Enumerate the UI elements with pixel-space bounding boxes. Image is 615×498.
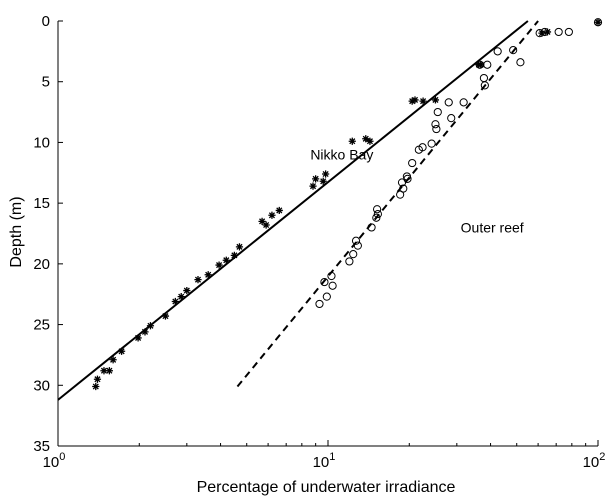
nikko-bay-point (177, 293, 185, 301)
nikko-bay-point (268, 211, 276, 219)
nikko-bay-point (93, 375, 102, 383)
y-tick-label: 10 (33, 134, 50, 151)
y-tick-label: 35 (33, 438, 50, 455)
outer-reef-point (535, 29, 544, 38)
outer-reef-point (483, 60, 492, 69)
outer-reef-point (447, 114, 456, 123)
nikko-bay-point (146, 322, 155, 330)
x-tick-label: 102 (583, 451, 606, 471)
outer-reef-point (459, 98, 468, 107)
outer-reef-point (493, 47, 502, 56)
nikko-bay-fit-line (57, 20, 529, 401)
outer-reef-point (328, 281, 337, 290)
outer-reef-point (509, 46, 518, 55)
nikko-bay-point (319, 177, 327, 185)
nikko-bay-point (134, 334, 142, 342)
outer-reef-point (444, 98, 453, 107)
nikko-bay-point (322, 170, 330, 178)
outer-reef-point (593, 18, 603, 27)
outer-reef-point (351, 236, 361, 245)
nikko-bay-point (141, 328, 149, 336)
outer-reef-point (349, 250, 358, 259)
outer-reef-point (372, 205, 382, 214)
nikko-bay-point (194, 276, 202, 284)
annotation-nikko-bay: Nikko Bay (310, 147, 373, 163)
nikko-bay-point (419, 97, 427, 105)
y-tick-label: 15 (33, 195, 50, 212)
outer-reef-point (397, 178, 407, 187)
outer-reef-point (418, 143, 427, 152)
nikko-bay-point (171, 297, 179, 306)
y-tick-label: 25 (33, 317, 50, 334)
nikko-bay-point (262, 221, 270, 229)
outer-reef-point (353, 241, 362, 250)
nikko-bay-point (309, 182, 317, 190)
nikko-bay-point (543, 28, 552, 36)
nikko-bay-point (275, 206, 283, 215)
outer-reef-point (315, 299, 324, 309)
x-axis-title: Percentage of underwater irradiance (197, 479, 456, 496)
nikko-bay-point (183, 286, 191, 295)
outer-reef-point (554, 27, 563, 37)
data-points (92, 18, 603, 391)
outer-reef-point (367, 223, 376, 232)
y-tick-label: 0 (42, 13, 50, 30)
x-tick-label: 100 (43, 451, 66, 471)
outer-reef-point (516, 58, 525, 67)
nikko-bay-point (222, 256, 230, 264)
outer-reef-point (327, 271, 336, 281)
outer-reef-point (540, 27, 549, 37)
outer-reef-point (564, 27, 573, 37)
nikko-bay-point (477, 61, 485, 69)
outer-reef-point (432, 124, 441, 134)
outer-reef-point (479, 73, 489, 83)
outer-reef-point (372, 213, 381, 222)
outer-reef-point (403, 174, 412, 183)
nikko-bay-point (105, 367, 113, 375)
nikko-bay-point (92, 382, 100, 391)
nikko-bay-point (366, 137, 374, 145)
nikko-bay-point (215, 261, 223, 269)
nikko-bay-point (362, 135, 370, 143)
outer-reef-point (427, 139, 436, 148)
nikko-bay-point (117, 347, 126, 355)
y-tick-label: 20 (33, 256, 50, 273)
nikko-bay-point (109, 356, 117, 364)
nikko-bay-point (431, 96, 440, 104)
outer-reef-point (431, 120, 440, 129)
outer-reef-fit-line (236, 20, 539, 388)
outer-reef-point (399, 184, 408, 193)
outer-reef-point (373, 209, 382, 219)
nikko-bay-point (258, 217, 266, 225)
nikko-bay-point (411, 96, 419, 104)
outer-reef-point (408, 158, 417, 168)
y-tick-label: 30 (33, 377, 50, 394)
outer-reef-point (433, 107, 442, 117)
outer-reef-point (322, 292, 331, 301)
y-tick-label: 5 (42, 74, 50, 91)
nikko-bay-point (100, 367, 108, 375)
nikko-bay-point (204, 271, 212, 279)
y-axis-title: Depth (m) (8, 196, 25, 267)
nikko-bay-point (408, 97, 416, 105)
nikko-bay-point (538, 29, 546, 37)
nikko-bay-point (230, 251, 238, 259)
fit-lines (57, 20, 539, 401)
nikko-bay-point (235, 243, 244, 251)
x-tick-label: 101 (313, 451, 336, 471)
outer-reef-point (320, 277, 329, 287)
annotation-outer-reef: Outer reef (461, 219, 524, 235)
nikko-bay-point (594, 18, 602, 26)
nikko-bay-point (348, 137, 356, 145)
outer-reef-point (345, 257, 354, 266)
nikko-bay-point (312, 175, 320, 183)
nikko-bay-point (161, 312, 170, 320)
